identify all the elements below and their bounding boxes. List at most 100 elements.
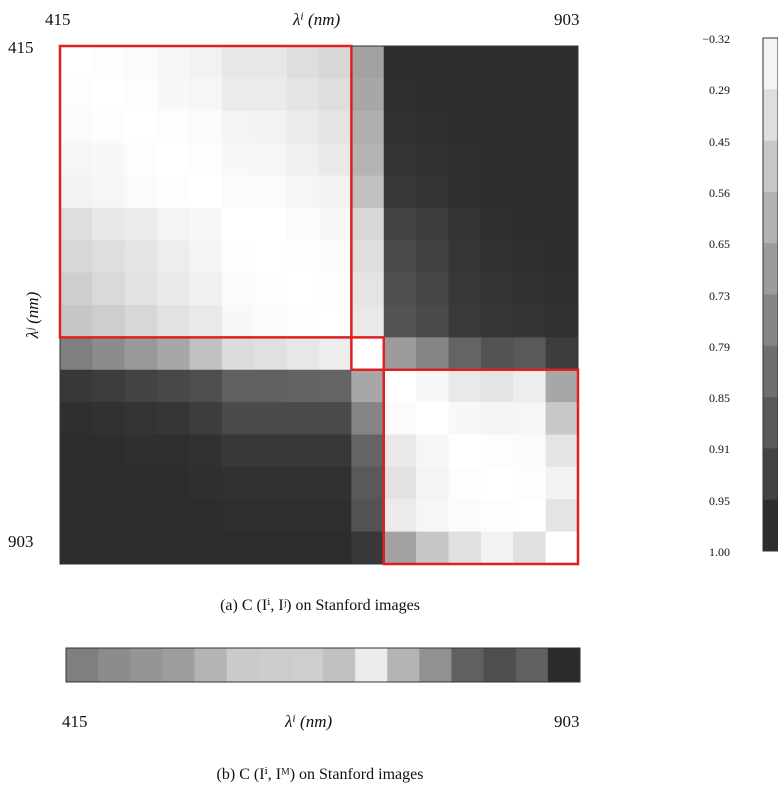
heatmap-cell <box>480 272 514 306</box>
heatmap-cell <box>221 46 255 79</box>
heatmap-cell <box>319 207 352 241</box>
heatmap-cell <box>157 110 190 144</box>
heatmap-cell <box>189 175 223 209</box>
heatmap-cell <box>124 369 158 403</box>
heatmap-cell <box>351 175 385 209</box>
heatmap-cell <box>221 240 255 274</box>
heatmap-cell <box>221 466 255 500</box>
heatmap-cell <box>92 531 126 565</box>
heatmap-cell <box>189 143 223 176</box>
heatmap-cell <box>545 337 579 371</box>
heatmap-cell <box>383 175 417 209</box>
heatmap-cell <box>480 110 514 144</box>
heatmap-cell <box>351 207 385 241</box>
colorbar-tick-label: −0.32 <box>702 32 730 46</box>
heatmap-cell <box>286 110 320 144</box>
strip-cell <box>258 648 292 682</box>
heatmap-cell <box>351 305 385 338</box>
heatmap-cell <box>221 434 255 468</box>
heatmap-cell <box>189 531 223 565</box>
heatmap-cell <box>480 369 514 403</box>
heatmap-cell <box>254 531 288 565</box>
heatmap-cell <box>157 402 190 435</box>
heatmap-cell <box>92 305 126 338</box>
heatmap-cell <box>221 175 255 209</box>
heatmap-cell <box>254 402 288 435</box>
y-axis-label: λʲ (nm) <box>23 291 42 339</box>
heatmap-cell <box>416 305 449 338</box>
heatmap-cell <box>351 499 385 533</box>
heatmap-cell <box>221 305 255 338</box>
heatmap-cell <box>351 272 385 306</box>
heatmap-cell <box>60 175 93 209</box>
heatmap-cell <box>416 46 449 79</box>
heatmap-cell <box>92 78 126 112</box>
heatmap-cell <box>92 110 126 144</box>
heatmap-cell <box>124 337 158 371</box>
heatmap-cell <box>60 369 93 403</box>
heatmap-cell <box>513 272 547 306</box>
strip-cell <box>323 648 356 682</box>
heatmap-cell <box>60 466 93 500</box>
heatmap-cell <box>416 369 449 403</box>
heatmap-cell <box>545 175 579 209</box>
strip-cell <box>451 648 485 682</box>
heatmap-cell <box>416 531 449 565</box>
heatmap-cell <box>480 143 514 176</box>
heatmap-cell <box>92 240 126 274</box>
heatmap-cell <box>448 531 482 565</box>
heatmap-cell <box>157 305 190 338</box>
heatmap-cell <box>286 272 320 306</box>
heatmap-cell <box>189 207 223 241</box>
heatmap-cell <box>157 207 190 241</box>
heatmap-cell <box>60 143 93 176</box>
colorbar-segment <box>763 89 778 142</box>
heatmap-cell <box>157 337 190 371</box>
heatmap-cell <box>124 240 158 274</box>
heatmap-cell <box>60 110 93 144</box>
heatmap-cell <box>383 369 417 403</box>
heatmap-cell <box>221 402 255 435</box>
highlight-block <box>350 336 385 371</box>
heatmap-cell <box>221 369 255 403</box>
heatmap-cell <box>416 240 449 274</box>
heatmap-cell <box>513 337 547 371</box>
strip-cell <box>194 648 228 682</box>
heatmap-cell <box>221 337 255 371</box>
heatmap-cell <box>351 240 385 274</box>
heatmap-cell <box>319 369 352 403</box>
heatmap-cell <box>221 531 255 565</box>
heatmap-cell <box>286 402 320 435</box>
strip-cell <box>515 648 549 682</box>
heatmap-cell <box>319 78 352 112</box>
heatmap-cell <box>351 46 385 79</box>
heatmap-cell <box>448 78 482 112</box>
heatmap-cell <box>60 46 93 79</box>
heatmap-cell <box>513 240 547 274</box>
heatmap-cell <box>383 110 417 144</box>
strip-cell <box>130 648 163 682</box>
colorbar-segment <box>763 397 778 449</box>
heatmap-cell <box>221 272 255 306</box>
heatmap-cell <box>448 466 482 500</box>
strip-cell <box>66 648 99 682</box>
heatmap-cell <box>254 240 288 274</box>
heatmap-cell <box>545 207 579 241</box>
heatmap-cell <box>480 46 514 79</box>
strip-start-label: 415 <box>62 712 88 731</box>
heatmap-cell <box>157 499 190 533</box>
heatmap-cell <box>60 434 93 468</box>
highlight-block <box>382 368 580 566</box>
heatmap-cell <box>60 78 93 112</box>
colorbar-tick-label: 0.95 <box>709 493 730 508</box>
heatmap-cell <box>383 434 417 468</box>
colorbar-tick-label: 0.91 <box>709 442 730 457</box>
heatmap-cell <box>189 337 223 371</box>
heatmap-cell <box>545 434 579 468</box>
heatmap-cell <box>448 46 482 79</box>
heatmap-cell <box>189 499 223 533</box>
heatmap-cell <box>60 499 93 533</box>
heatmap-cell <box>286 240 320 274</box>
heatmap-cell <box>351 110 385 144</box>
heatmap-cell <box>92 46 126 79</box>
